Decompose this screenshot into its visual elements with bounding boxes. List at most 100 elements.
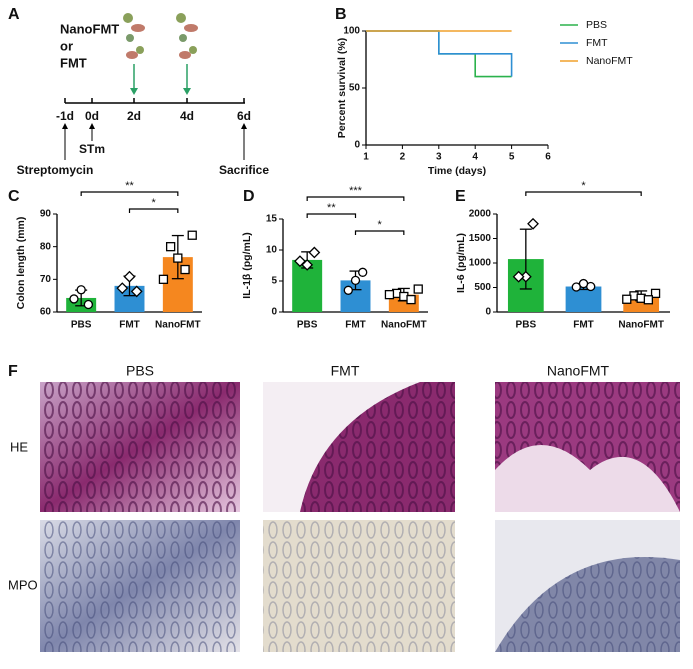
- data-point: [69, 294, 79, 304]
- x-axis-label: Time (days): [428, 165, 486, 177]
- y-axis-label: Percent survival (%): [336, 38, 348, 138]
- data-point: [76, 285, 86, 295]
- timepoint: -1d: [56, 109, 74, 123]
- significance-bracket: [80, 191, 179, 196]
- panel-letter: A: [8, 6, 20, 23]
- y-tick-label: 90: [40, 209, 52, 220]
- x-tick-label: PBS: [516, 320, 537, 331]
- timepoint: 0d: [85, 109, 99, 123]
- y-axis-label: Colon length (mm): [15, 217, 27, 310]
- data-point: [187, 230, 197, 240]
- y-tick-label: 50: [349, 83, 361, 94]
- data-point: [512, 270, 525, 283]
- y-axis-label: IL-6 (pg/mL): [455, 233, 467, 293]
- data-point: [83, 299, 94, 310]
- panel-letter: C: [8, 188, 20, 205]
- data-point: [165, 242, 176, 252]
- timepoint: 4d: [180, 109, 194, 123]
- y-tick-label: 500: [474, 282, 491, 293]
- data-point: [358, 267, 368, 277]
- event: STm: [79, 142, 105, 156]
- row-title: HE: [10, 439, 28, 454]
- x-tick-label: 1: [363, 152, 369, 163]
- timepoint: 2d: [127, 109, 141, 123]
- data-point: [406, 294, 416, 305]
- alt-label: FMT: [60, 55, 87, 70]
- x-tick-label: NanoFMT: [381, 320, 427, 331]
- x-tick-label: NanoFMT: [618, 320, 664, 331]
- y-tick-label: 5: [271, 276, 277, 287]
- event: Sacrifice: [219, 163, 269, 177]
- significance-label: **: [327, 202, 336, 214]
- data-point: [578, 278, 589, 289]
- y-tick-label: 2000: [469, 209, 492, 220]
- data-point: [643, 295, 654, 305]
- significance-label: **: [125, 180, 134, 192]
- event: Streptomycin: [17, 163, 94, 177]
- significance-bracket: [525, 191, 642, 196]
- data-point: [384, 289, 395, 300]
- data-point: [350, 275, 361, 286]
- he-images: [40, 382, 680, 512]
- data-point: [158, 274, 169, 284]
- panel-letter: E: [455, 188, 466, 205]
- y-tick-label: 0: [354, 140, 360, 151]
- y-tick-label: 15: [266, 214, 278, 225]
- y-tick-label: 0: [271, 307, 277, 318]
- bacteria-icons: [123, 13, 198, 59]
- significance-label: *: [581, 180, 586, 192]
- significance-bracket: [306, 213, 357, 218]
- data-point: [116, 282, 129, 295]
- data-point: [294, 255, 306, 268]
- data-point: [308, 246, 321, 259]
- timeline-ticks: [64, 98, 245, 103]
- significance-label: ***: [349, 185, 363, 197]
- x-tick-label: 2: [400, 152, 406, 163]
- column-title: FMT: [331, 363, 360, 379]
- data-point: [173, 253, 183, 263]
- data-point: [123, 270, 136, 283]
- significance-bracket: [128, 208, 179, 213]
- row-title: MPO: [8, 577, 38, 592]
- x-tick-label: 5: [509, 152, 515, 163]
- x-tick-label: 6: [545, 152, 551, 163]
- mpo-images: [40, 520, 680, 652]
- data-point: [301, 258, 314, 271]
- x-tick-label: NanoFMT: [155, 320, 201, 331]
- x-tick-label: PBS: [297, 320, 318, 331]
- arrow-head: [183, 88, 191, 95]
- significance-bracket: [306, 196, 405, 201]
- histology: F PBS FMT NanoFMT HE MPO: [8, 363, 680, 652]
- significance-label: *: [152, 197, 157, 209]
- data-point: [130, 285, 143, 298]
- data-point: [622, 294, 632, 304]
- y-tick-label: 1500: [469, 233, 492, 244]
- y-tick-label: 1000: [469, 258, 492, 269]
- x-tick-label: FMT: [345, 320, 366, 331]
- y-tick-label: 60: [40, 307, 52, 318]
- y-tick-label: 100: [343, 26, 360, 37]
- panel-letter: D: [243, 188, 255, 205]
- timeline-diagram: A NanoFMT or FMT -1d 0d 2d 4d 6d Strepto…: [8, 6, 269, 177]
- x-tick-label: 4: [472, 152, 478, 163]
- data-point: [413, 284, 423, 294]
- x-tick-label: PBS: [71, 320, 92, 331]
- column-title: PBS: [126, 363, 154, 379]
- timepoint: 6d: [237, 109, 251, 123]
- y-axis-label: IL-1β (pg/mL): [241, 232, 253, 298]
- y-tick-label: 0: [485, 307, 491, 318]
- x-tick-label: FMT: [119, 320, 140, 331]
- legend-label: PBS: [586, 19, 607, 31]
- bar: [565, 286, 602, 312]
- data-point: [527, 217, 539, 230]
- data-point: [571, 282, 581, 292]
- panel-letter: B: [335, 6, 347, 23]
- panel-letter: F: [8, 363, 18, 380]
- data-point: [343, 285, 353, 295]
- x-tick-label: FMT: [573, 320, 594, 331]
- y-tick-label: 80: [40, 241, 52, 252]
- significance-label: *: [378, 219, 383, 231]
- or-label: or: [60, 38, 73, 53]
- y-tick-label: 70: [40, 274, 52, 285]
